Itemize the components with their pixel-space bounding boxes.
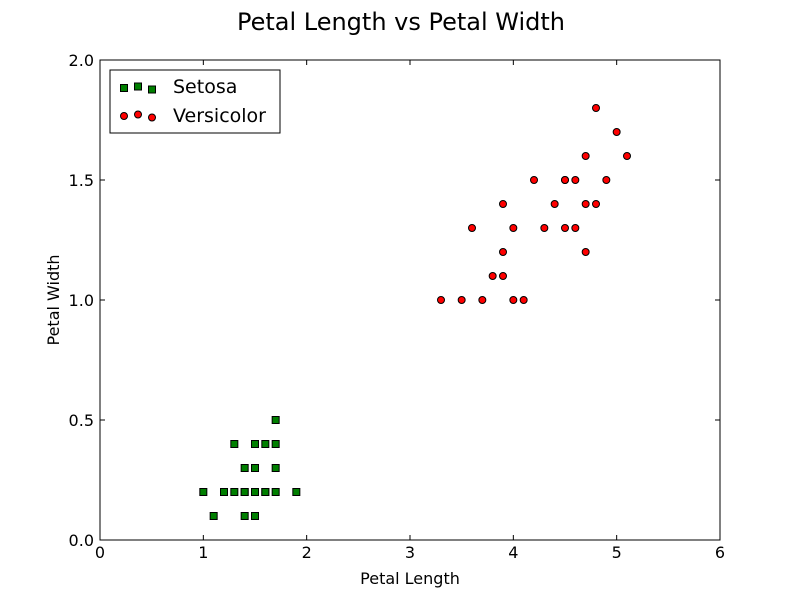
point-versicolor [478, 296, 487, 304]
point-setosa [271, 464, 280, 472]
point-setosa [240, 512, 249, 520]
y-tick-label: 0.0 [69, 531, 94, 550]
point-versicolor [488, 272, 497, 280]
point-setosa [199, 488, 208, 496]
point-setosa [230, 488, 239, 496]
legend-marker-versicolor [120, 110, 156, 122]
x-axis: 0 1 2 3 4 5 6 [95, 60, 725, 562]
point-versicolor [581, 152, 590, 160]
legend-marker-point [120, 84, 128, 92]
point-versicolor [437, 296, 445, 304]
point-setosa [251, 464, 259, 472]
legend-marker-point [120, 112, 128, 120]
point-versicolor [561, 176, 569, 184]
point-versicolor [561, 224, 569, 232]
x-tick-label: 1 [198, 543, 208, 562]
y-tick-label: 2.0 [69, 51, 94, 70]
y-tick-label: 1.5 [69, 171, 94, 190]
legend: Setosa Versicolor [109, 69, 281, 134]
point-setosa [240, 464, 249, 472]
point-setosa [271, 488, 280, 496]
point-setosa [261, 488, 270, 496]
point-versicolor [509, 224, 518, 232]
legend-marker-point [134, 82, 142, 91]
point-versicolor [457, 296, 466, 304]
y-tick-label: 0.5 [69, 411, 94, 430]
point-versicolor [623, 152, 631, 160]
x-tick-label: 5 [612, 543, 622, 562]
point-versicolor [499, 200, 507, 208]
y-axis: 0.0 0.5 1.0 1.5 2.0 [69, 51, 720, 550]
point-versicolor [550, 200, 559, 208]
point-setosa [251, 488, 259, 496]
legend-label-versicolor: Versicolor [173, 105, 266, 127]
chart-title: Petal Length vs Petal Width [237, 8, 565, 36]
point-setosa [271, 416, 280, 424]
y-axis-label: Petal Width [44, 254, 63, 345]
legend-frame [109, 69, 281, 134]
point-setosa [271, 440, 280, 448]
point-versicolor [468, 224, 476, 232]
point-versicolor [499, 248, 507, 256]
point-versicolor [592, 104, 600, 112]
point-setosa [240, 488, 249, 496]
point-setosa [261, 440, 270, 448]
point-versicolor [509, 296, 518, 304]
legend-marker-point [148, 85, 156, 94]
legend-label-setosa: Setosa [173, 76, 237, 98]
point-versicolor [612, 128, 621, 136]
point-setosa [209, 512, 218, 520]
legend-marker-setosa [120, 82, 156, 94]
point-versicolor [571, 224, 580, 232]
point-versicolor [592, 200, 600, 208]
legend-marker-point [148, 113, 156, 122]
x-tick-label: 3 [405, 543, 415, 562]
point-setosa [251, 440, 259, 448]
x-tick-label: 0 [95, 543, 105, 562]
y-tick-label: 1.0 [69, 291, 94, 310]
data-points [199, 104, 631, 520]
x-tick-label: 6 [715, 543, 725, 562]
point-versicolor [540, 224, 549, 232]
point-setosa [220, 488, 228, 496]
point-versicolor [499, 272, 507, 280]
x-tick-label: 4 [508, 543, 518, 562]
plot-area [99, 59, 721, 541]
point-setosa [251, 512, 259, 520]
point-versicolor [581, 248, 590, 256]
point-versicolor [519, 296, 528, 304]
point-versicolor [571, 176, 580, 184]
point-setosa [292, 488, 301, 496]
x-axis-label: Petal Length [360, 569, 460, 588]
x-tick-label: 2 [302, 543, 312, 562]
point-versicolor [602, 176, 611, 184]
point-versicolor [581, 200, 590, 208]
legend-marker-point [134, 110, 142, 119]
point-setosa [230, 440, 239, 448]
point-versicolor [530, 176, 538, 184]
